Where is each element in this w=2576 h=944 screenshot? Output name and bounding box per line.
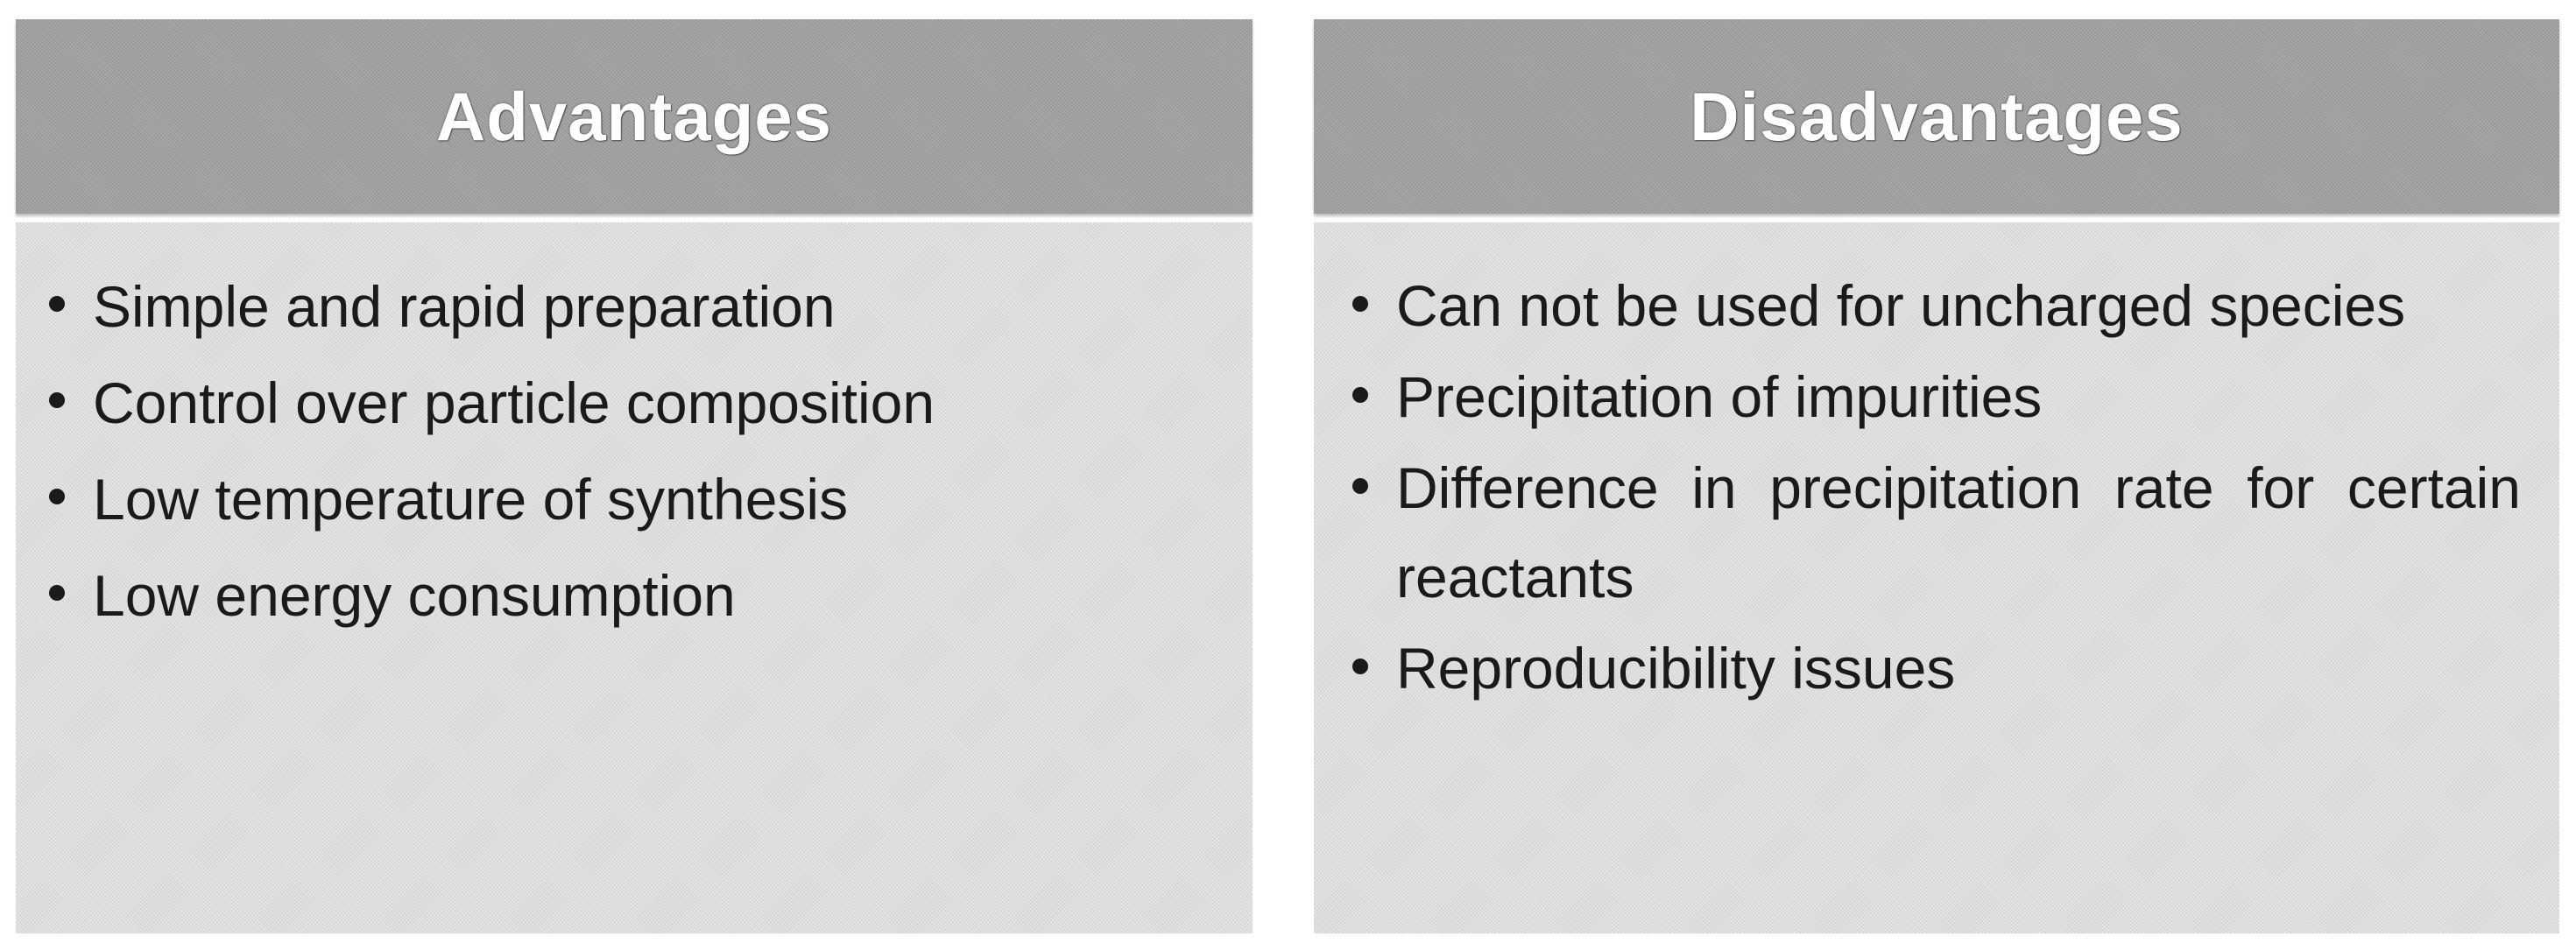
bullet-icon [49, 392, 65, 408]
bullet-icon [1352, 478, 1368, 494]
disadvantage-item: Reproducibility issues [1352, 623, 2521, 713]
advantage-item-text: Low energy consumption [93, 563, 736, 628]
advantages-header: Advantages [16, 19, 1253, 214]
disadvantages-panel: Disadvantages Can not be used for unchar… [1314, 19, 2559, 933]
disadvantage-item: Can not be used for uncharged species [1352, 261, 2521, 350]
disadvantages-header: Disadvantages [1314, 19, 2559, 214]
advantages-title: Advantages [435, 77, 833, 155]
bullet-icon [1352, 296, 1368, 312]
bullet-icon [1352, 387, 1368, 403]
bullet-icon [49, 489, 65, 504]
advantages-body: Simple and rapid preparation Control ove… [16, 222, 1253, 933]
advantage-item-text: Control over particle composition [93, 370, 935, 435]
disadvantage-item-text: Can not be used for uncharged species [1396, 273, 2406, 338]
advantages-panel: Advantages Simple and rapid preparation … [16, 19, 1253, 933]
disadvantage-item-text: Reproducibility issues [1396, 636, 1956, 701]
advantage-item-text: Simple and rapid preparation [93, 274, 836, 339]
disadvantage-item-text: Precipitation of impurities [1396, 364, 2043, 429]
disadvantages-list: Can not be used for uncharged species Pr… [1352, 261, 2521, 715]
disadvantage-item: Precipitation of impurities [1352, 352, 2521, 441]
disadvantages-body: Can not be used for uncharged species Pr… [1314, 222, 2559, 933]
advantage-item-text: Low temperature of synthesis [93, 467, 849, 532]
bullet-icon [49, 585, 65, 601]
bullet-icon [1352, 659, 1368, 674]
bullet-icon [49, 296, 65, 312]
disadvantage-item-text: Difference in precipitation rate for cer… [1396, 455, 2521, 609]
advantage-item: Low temperature of synthesis [49, 454, 1217, 545]
advantage-item: Low energy consumption [49, 550, 1217, 641]
advantages-list: Simple and rapid preparation Control ove… [49, 261, 1217, 646]
advantage-item: Simple and rapid preparation [49, 261, 1217, 352]
disadvantages-title: Disadvantages [1690, 77, 2184, 155]
disadvantage-item: Difference in precipitation rate for cer… [1352, 443, 2521, 622]
advantage-item: Control over particle composition [49, 357, 1217, 448]
